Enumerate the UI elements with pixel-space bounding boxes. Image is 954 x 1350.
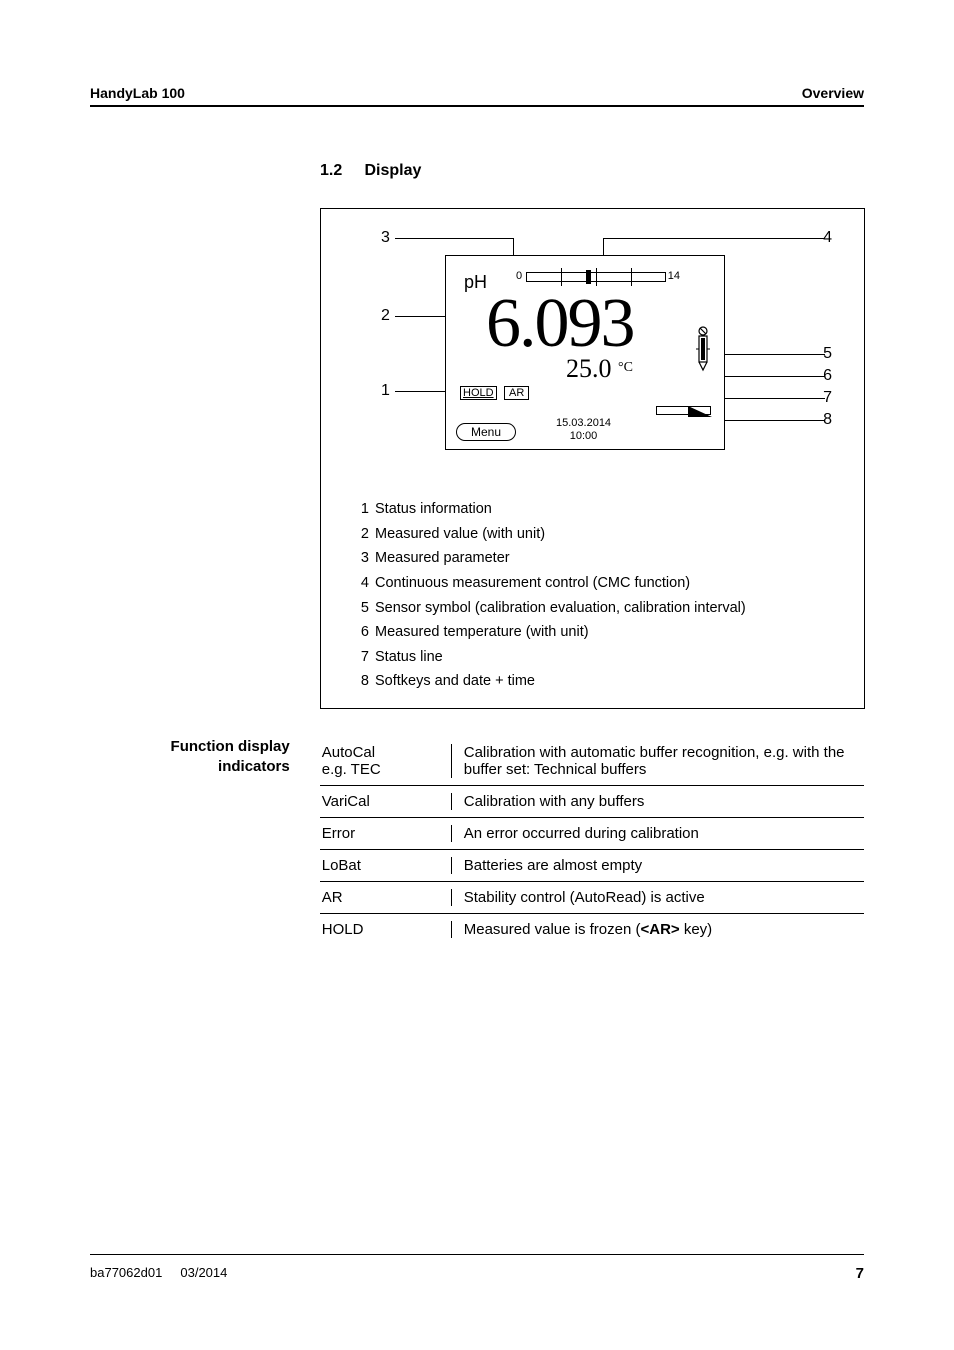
legend-list: 1Status information2Measured value (with… <box>347 497 852 694</box>
legend-text: Softkeys and date + time <box>375 669 535 694</box>
side-label-line2: indicators <box>90 757 290 777</box>
legend-num: 8 <box>347 669 369 694</box>
callout-2: 2 <box>381 307 390 325</box>
cmc-bar: 0 14 <box>516 266 676 286</box>
indicator-value: Calibration with any buffers <box>452 793 862 810</box>
page-header: HandyLab 100 Overview <box>90 85 864 107</box>
table-row: HOLDMeasured value is frozen (<AR> key) <box>320 914 864 945</box>
callout-3: 3 <box>381 229 390 247</box>
legend-text: Status line <box>375 645 443 670</box>
side-label: Function display indicators <box>90 737 320 945</box>
indicator-value: An error occurred during calibration <box>452 825 862 842</box>
legend-num: 7 <box>347 645 369 670</box>
leader-line <box>718 398 825 399</box>
header-left: HandyLab 100 <box>90 85 185 101</box>
leader-line <box>395 238 513 239</box>
table-row: VariCalCalibration with any buffers <box>320 786 864 818</box>
table-row: LoBatBatteries are almost empty <box>320 850 864 882</box>
legend-row: 4Continuous measurement control (CMC fun… <box>347 571 852 596</box>
callout-1: 1 <box>381 382 390 400</box>
footer-left: ba77062d01 03/2014 <box>90 1265 227 1282</box>
cmc-max: 14 <box>668 270 680 282</box>
measured-temperature: 25.0 °C <box>566 354 633 384</box>
header-right: Overview <box>802 85 864 101</box>
date-text: 15.03.2014 <box>556 417 611 430</box>
page-footer: ba77062d01 03/2014 7 <box>90 1254 864 1282</box>
indicator-key: HOLD <box>322 921 452 938</box>
cmc-min: 0 <box>516 270 522 282</box>
legend-row: 3Measured parameter <box>347 546 852 571</box>
indicator-value: Batteries are almost empty <box>452 857 862 874</box>
lcd-screen: pH 0 14 6.093 25.0 °C HOLD AR <box>445 255 725 450</box>
legend-text: Continuous measurement control (CMC func… <box>375 571 690 596</box>
legend-text: Sensor symbol (calibration evaluation, c… <box>375 596 746 621</box>
doc-date: 03/2014 <box>180 1265 227 1280</box>
menu-softkey: Menu <box>456 423 516 441</box>
cmc-marker <box>586 270 591 284</box>
indicator-key: AutoCale.g. TEC <box>322 744 452 778</box>
measured-value: 6.093 <box>486 284 634 364</box>
legend-text: Measured parameter <box>375 546 510 571</box>
indicator-value: Stability control (AutoRead) is active <box>452 889 862 906</box>
doc-id: ba77062d01 <box>90 1265 162 1280</box>
temp-value: 25.0 <box>566 354 612 383</box>
indicator-value: Calibration with automatic buffer recogn… <box>452 744 862 778</box>
indicator-value: Measured value is frozen (<AR> key) <box>452 921 862 938</box>
datetime: 15.03.2014 10:00 <box>556 417 611 443</box>
indicator-key: AR <box>322 889 452 906</box>
temp-unit: °C <box>618 360 633 375</box>
section-title-text: Display <box>364 162 421 179</box>
table-row: ErrorAn error occurred during calibratio… <box>320 818 864 850</box>
legend-num: 5 <box>347 596 369 621</box>
legend-row: 1Status information <box>347 497 852 522</box>
display-figure: 3 2 1 4 5 6 7 8 pH <box>320 208 865 709</box>
ar-indicator: AR <box>504 386 529 400</box>
legend-row: 6Measured temperature (with unit) <box>347 620 852 645</box>
indicators-table: AutoCale.g. TECCalibration with automati… <box>320 737 864 945</box>
legend-num: 1 <box>347 497 369 522</box>
lcd-diagram: 3 2 1 4 5 6 7 8 pH <box>333 227 852 487</box>
legend-row: 8Softkeys and date + time <box>347 669 852 694</box>
section-heading: 1.2 Display <box>320 162 864 180</box>
table-row: AutoCale.g. TECCalibration with automati… <box>320 737 864 786</box>
legend-num: 3 <box>347 546 369 571</box>
indicator-key: LoBat <box>322 857 452 874</box>
legend-num: 4 <box>347 571 369 596</box>
section-number: 1.2 <box>320 162 360 180</box>
table-row: ARStability control (AutoRead) is active <box>320 882 864 914</box>
legend-row: 5Sensor symbol (calibration evaluation, … <box>347 596 852 621</box>
sensor-icon <box>694 326 712 377</box>
side-label-line1: Function display <box>90 737 290 757</box>
page-number: 7 <box>856 1265 864 1282</box>
time-text: 10:00 <box>556 430 611 443</box>
hold-indicator: HOLD <box>460 386 497 400</box>
leader-line <box>603 238 825 239</box>
indicators-section: Function display indicators AutoCale.g. … <box>90 737 864 945</box>
legend-row: 2Measured value (with unit) <box>347 522 852 547</box>
indicator-key: Error <box>322 825 452 842</box>
indicator-key: VariCal <box>322 793 452 810</box>
leader-line <box>718 354 825 355</box>
legend-num: 6 <box>347 620 369 645</box>
legend-num: 2 <box>347 522 369 547</box>
legend-row: 7Status line <box>347 645 852 670</box>
status-wedge-icon <box>688 406 712 417</box>
parameter-label: pH <box>464 272 487 293</box>
legend-text: Status information <box>375 497 492 522</box>
legend-text: Measured value (with unit) <box>375 522 545 547</box>
legend-text: Measured temperature (with unit) <box>375 620 589 645</box>
